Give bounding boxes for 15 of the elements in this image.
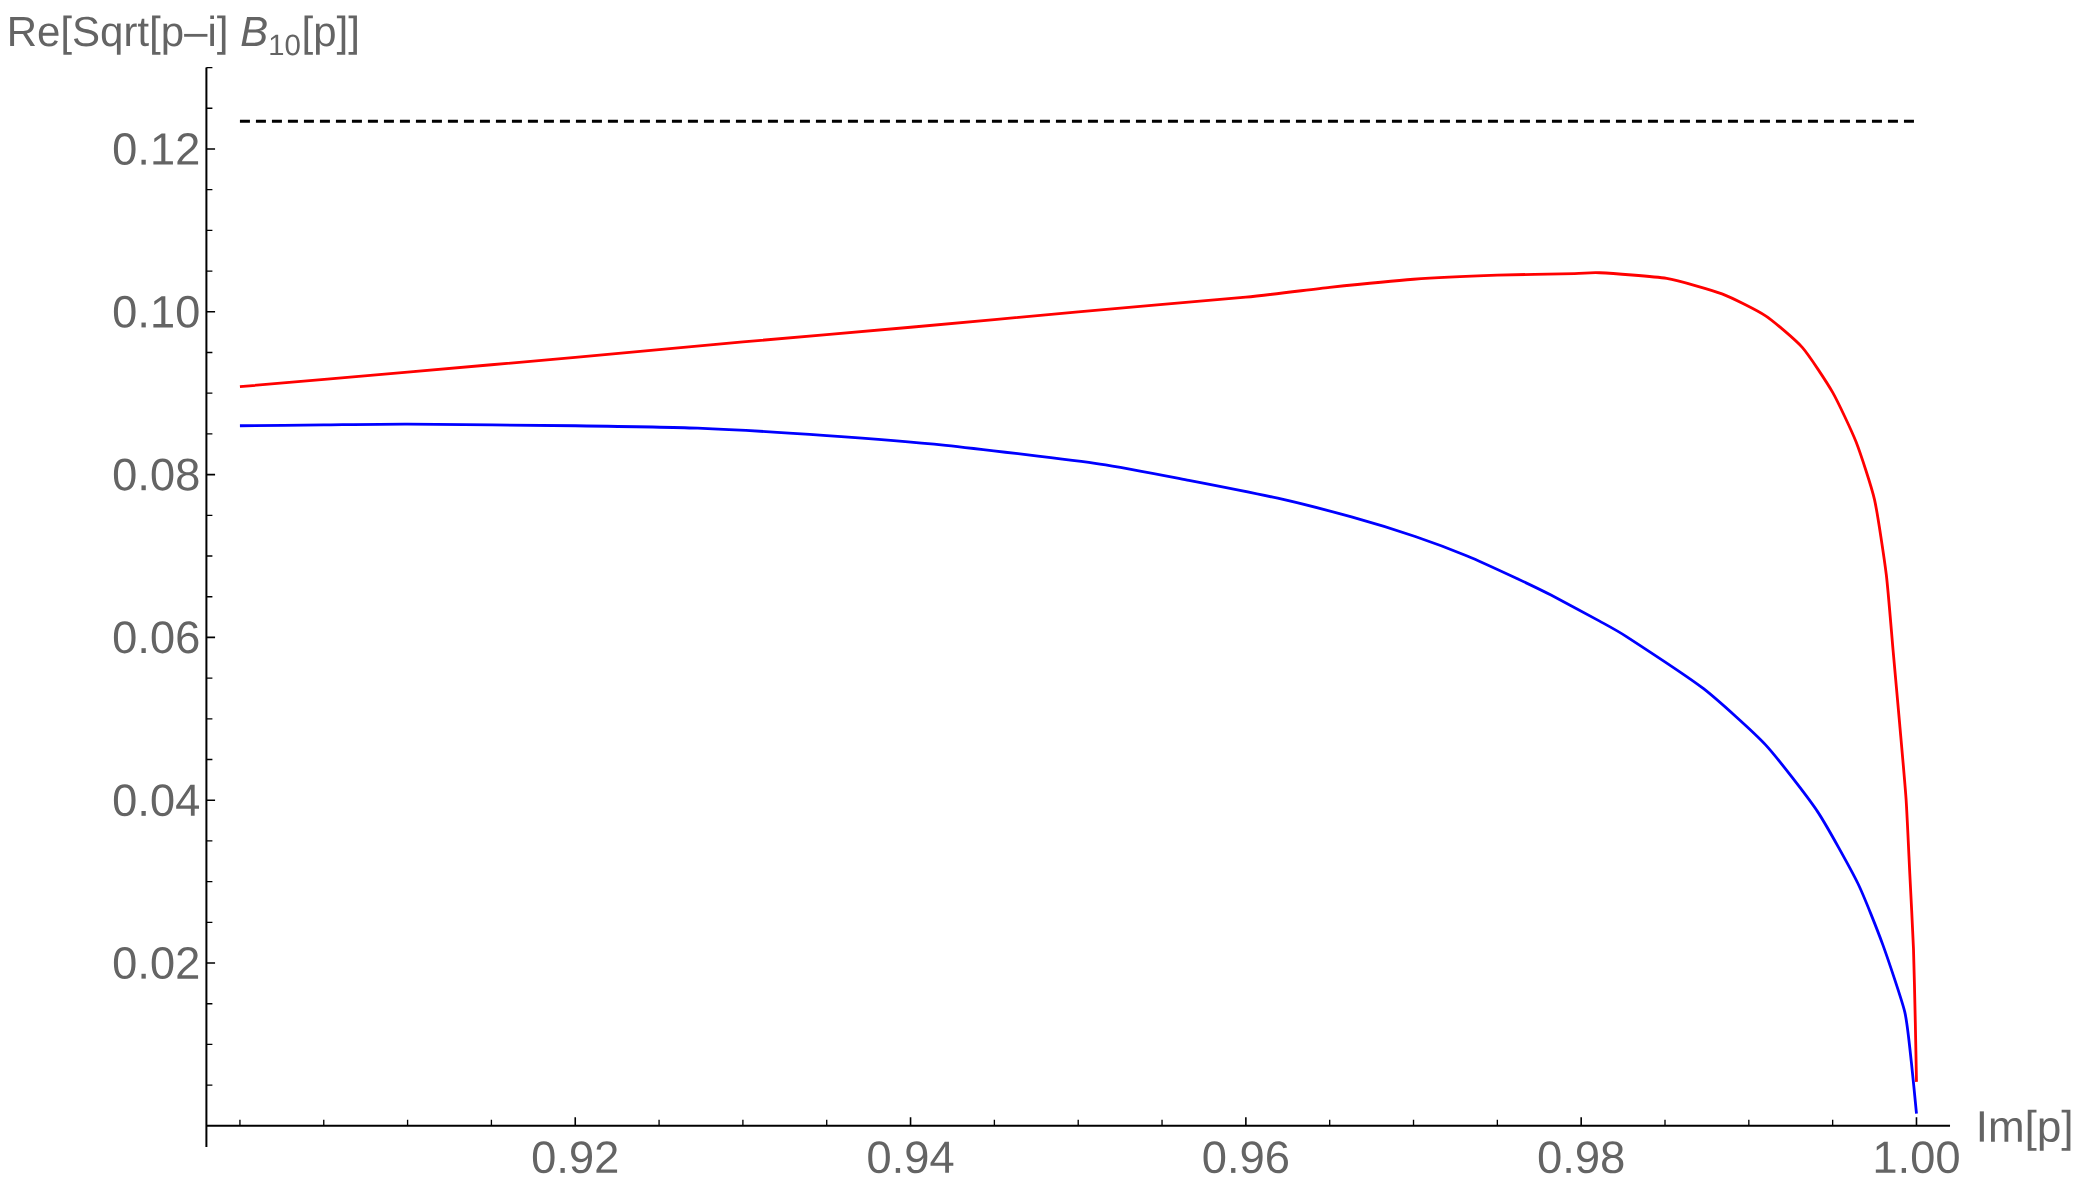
line-series: [238, 422, 1918, 1116]
x-axis-title: Im[p]: [1979, 1109, 2071, 1151]
x-tick-label: 0.94: [868, 1141, 954, 1174]
y-tick-label: 0.12: [113, 132, 199, 166]
y-tick-label: 0.02: [113, 946, 199, 980]
y-tick-label: 0.08: [113, 458, 199, 491]
y-axis-title: Re[Sqrt[p–i] B$_{10}$[p]]: [10, 15, 357, 56]
x-tick-label: 0.92: [532, 1141, 618, 1174]
x-tick-label: 1.00: [1875, 1141, 1959, 1174]
x-tick-label: 0.96: [1203, 1141, 1288, 1174]
x-tick-label: 0.98: [1538, 1141, 1624, 1174]
y-tick-label: 0.04: [113, 784, 200, 817]
y-tick-label: 0.06: [113, 621, 199, 654]
line-series: [238, 271, 1918, 1084]
y-tick-label: 0.10: [113, 295, 199, 328]
